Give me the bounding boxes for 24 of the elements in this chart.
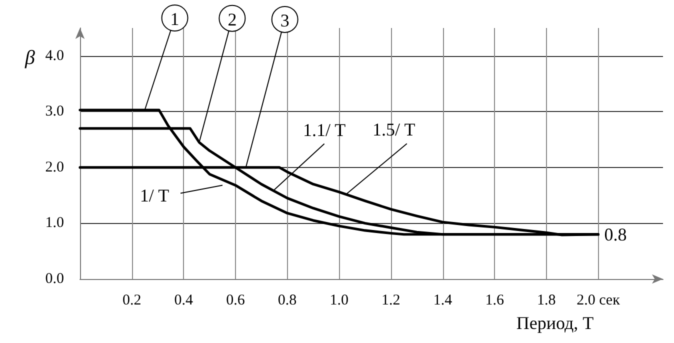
x-tick-label: 0.4	[174, 292, 194, 308]
x-tick-label: 0.2	[122, 292, 142, 308]
x-tick-label: 1.8	[537, 292, 556, 308]
annotation: 0.8	[604, 224, 627, 244]
y-tick-label: 0.0	[45, 271, 64, 287]
y-tick-label: 2.0	[45, 159, 64, 176]
x-tick-label: 1.6	[485, 292, 504, 308]
y-tick-label: 3.0	[45, 104, 64, 120]
annotation: 3	[280, 10, 290, 30]
x-tick-label: 2.0 сек	[576, 292, 621, 308]
annotation: 1.5/ T	[372, 120, 416, 140]
x-tick-label: 1.4	[433, 292, 453, 308]
x-tick-label: 1.0	[330, 292, 348, 308]
annotation: 2	[228, 9, 237, 30]
annotation: 1	[170, 8, 180, 29]
x-tick-label: 1.2	[382, 292, 400, 308]
y-tick-label: 4.0	[45, 48, 64, 64]
y-axis-title: β	[24, 47, 36, 69]
y-tick-label: 1.0	[45, 215, 64, 232]
annotation: 1.1/ T	[302, 120, 346, 140]
x-axis-title: Период, T	[516, 313, 594, 333]
annotation: 1/ T	[140, 185, 170, 206]
x-tick-label: 0.8	[278, 292, 297, 308]
x-tick-label: 0.6	[226, 292, 246, 308]
